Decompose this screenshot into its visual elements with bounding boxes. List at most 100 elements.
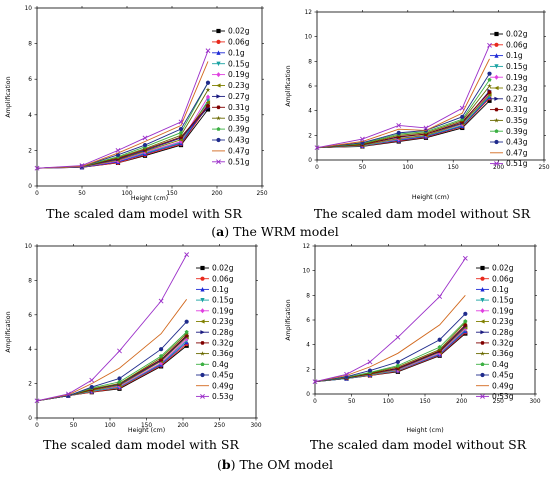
legend-marker [494, 31, 499, 37]
legend-label: 0.49g [212, 381, 234, 390]
series-line [316, 79, 490, 149]
legend-entry: 0.31g [212, 103, 250, 112]
x-tick-label: 100 [121, 191, 132, 197]
legend-label: 0.19g [506, 73, 528, 82]
data-point [487, 71, 492, 76]
data-point [117, 379, 122, 384]
legend-label: 0.02g [228, 27, 250, 36]
legend-entry: 0.39g [490, 127, 528, 136]
data-point [487, 42, 492, 48]
legend-marker [480, 372, 485, 378]
legend-label: 0.4g [212, 360, 229, 369]
legend-entry: 0.35g [490, 116, 528, 125]
data-point [459, 105, 465, 111]
y-tick-label: 2 [28, 148, 32, 154]
legend-marker [200, 276, 205, 281]
data-point [34, 165, 40, 171]
chart-panel-3: 0 50 100 150 200 250 300 0 2 4 6 8 10 Height (cm) Ampl… [5, 244, 262, 434]
legend-marker [480, 298, 485, 303]
legend-entry: 0.4g [476, 360, 509, 369]
legend-entry: 0.1g [196, 285, 229, 294]
data-point [89, 377, 95, 383]
legend-label: 0.49g [492, 381, 514, 390]
data-point [89, 384, 94, 390]
legend-label: 0.15g [492, 296, 514, 305]
data-point [142, 135, 148, 141]
legend-entry: 0.1g [490, 51, 523, 60]
data-point [34, 398, 40, 404]
legend-entry: 0.23g [490, 84, 528, 93]
data-point [205, 104, 211, 108]
legend-entry: 0.53g [476, 392, 514, 401]
legend-label: 0.28g [212, 328, 234, 337]
legend-marker [200, 362, 205, 366]
legend-entry: 0.06g [196, 274, 234, 283]
y-tick-label: 8 [308, 59, 312, 65]
legend-entry: 0.47g [490, 148, 528, 157]
legend-marker [200, 319, 205, 324]
y-tick-label: 10 [25, 244, 33, 250]
y-tick-label: 8 [28, 278, 32, 284]
legend-entry: 0.36g [196, 349, 234, 358]
legend-marker [480, 287, 485, 292]
legend-label: 0.19g [492, 306, 514, 315]
legend-entry: 0.32g [476, 339, 514, 348]
legend-marker [480, 319, 485, 324]
legend-marker [494, 74, 499, 80]
y-tick-label: 6 [308, 84, 312, 90]
x-tick-label: 150 [448, 165, 459, 171]
legend-marker [216, 94, 221, 99]
legend-entry: 0.4g [196, 360, 229, 369]
series-line [36, 338, 187, 402]
legend-label: 0.47g [228, 147, 250, 156]
y-tick-label: 12 [303, 244, 311, 250]
legend-label: 0.32g [212, 339, 234, 348]
series-line [316, 91, 490, 149]
legend-label: 0.27g [228, 92, 250, 101]
data-point [205, 80, 211, 85]
legend-marker [200, 330, 205, 335]
series-line [316, 58, 490, 149]
legend-label: 0.32g [492, 339, 514, 348]
series-line [36, 50, 209, 169]
legend-marker [200, 287, 205, 292]
legend-entry: 0.15g [196, 296, 234, 305]
x-tick-label: 250 [214, 423, 225, 429]
data-point [205, 87, 211, 92]
legend-entry: 0.02g [490, 30, 528, 39]
data-point [487, 98, 492, 103]
legend-entry: 0.02g [476, 264, 514, 273]
y-tick-label: 2 [28, 382, 32, 388]
series-line [316, 85, 490, 149]
legend-marker [216, 159, 221, 165]
legend-label: 0.51g [506, 159, 528, 168]
data-point [117, 348, 122, 354]
legend-entry: 0.1g [212, 48, 245, 57]
x-tick-label: 100 [383, 399, 394, 405]
legend-label: 0.45g [492, 371, 514, 380]
legend-marker [494, 64, 499, 69]
legend-entry: 0.15g [212, 59, 250, 68]
legend-marker [216, 50, 221, 55]
legend-entry: 0.27g [212, 92, 250, 101]
legend-label: 0.23g [212, 317, 234, 326]
series-line [314, 333, 466, 383]
series-line [36, 336, 187, 402]
x-tick-label: 0 [35, 423, 39, 429]
panel-caption-om-without-sr: The scaled dam model without SR [310, 437, 527, 452]
x-tick-label: 0 [313, 399, 317, 405]
data-point [359, 136, 365, 142]
y-axis-label: Amplification [5, 76, 12, 117]
legend-marker [494, 53, 499, 58]
data-point [396, 123, 402, 128]
series-0.49g [36, 299, 188, 402]
y-tick-label: 10 [305, 35, 313, 41]
data-point [395, 359, 400, 365]
series-line [36, 345, 187, 402]
legend-marker [494, 161, 499, 167]
series-line [36, 321, 187, 402]
legend-marker [494, 129, 499, 133]
legend-label: 0.39g [228, 125, 250, 134]
y-tick-label: 6 [28, 77, 32, 83]
y-tick-label: 0 [28, 416, 32, 422]
